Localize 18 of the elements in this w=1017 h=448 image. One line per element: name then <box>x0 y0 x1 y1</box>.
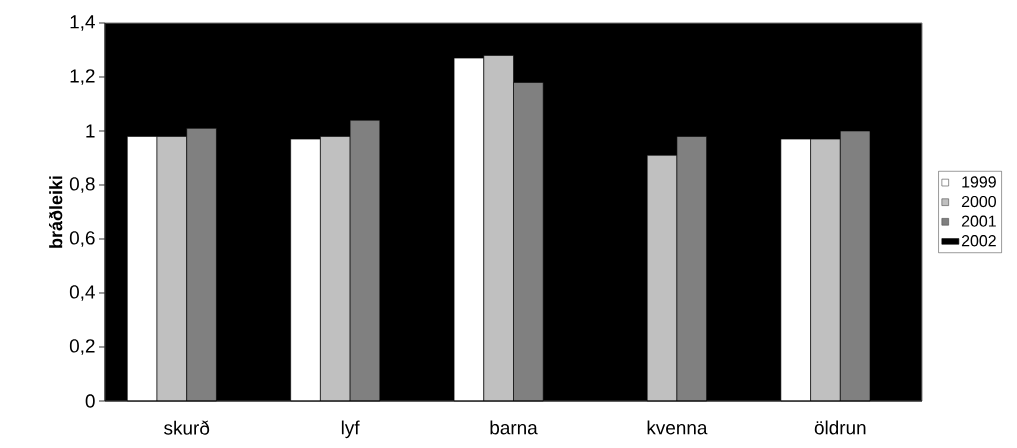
x-tick-label: lyf <box>341 420 360 439</box>
y-tick-label: 1,4 <box>70 15 95 31</box>
y-axis-title: bráðleiki <box>48 176 63 248</box>
y-tick-label: 0 <box>85 394 95 408</box>
legend-label: 2002 <box>961 235 996 247</box>
y-tick-label: 1 <box>86 124 95 138</box>
y-tick-label: 0,6 <box>69 231 95 247</box>
x-tick-label: skurð <box>164 420 210 435</box>
y-tick-label: 0,2 <box>69 339 95 355</box>
legend-label: 2000 <box>961 195 996 208</box>
y-tick-label: 0,8 <box>69 177 95 193</box>
x-tick-label: kvenna <box>647 420 708 435</box>
x-tick-label: barna <box>490 420 538 435</box>
x-tick-label: öldrun <box>814 420 866 435</box>
legend-label: 2001 <box>961 215 996 227</box>
y-tick-label: 0,4 <box>69 285 95 301</box>
legend-label: 1999 <box>962 176 996 188</box>
y-tick-label: 1,2 <box>70 69 95 85</box>
